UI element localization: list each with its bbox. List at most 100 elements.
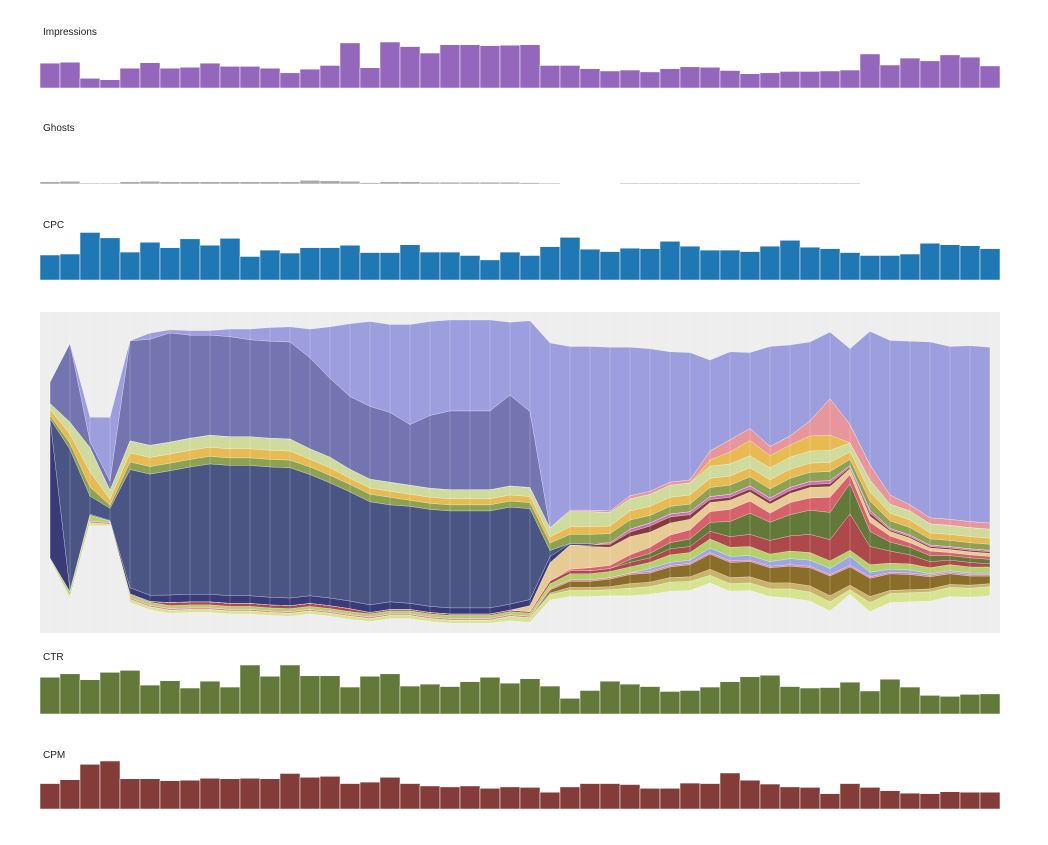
- bar: [179, 238, 201, 280]
- bar: [699, 67, 721, 88]
- bar: [199, 244, 221, 280]
- bar: [819, 687, 841, 714]
- bar: [879, 64, 901, 88]
- bar: [319, 65, 341, 88]
- bar: [579, 690, 601, 714]
- bar: [819, 248, 841, 280]
- bar: [299, 180, 321, 184]
- bar: [779, 71, 801, 88]
- bar: [199, 181, 221, 184]
- bar: [519, 255, 541, 280]
- bar: [639, 686, 661, 714]
- bar: [159, 780, 181, 809]
- bar: [799, 246, 821, 280]
- bar: [119, 251, 141, 280]
- cpc-chart: [40, 232, 1000, 280]
- bar: [219, 778, 241, 809]
- bar: [939, 54, 961, 88]
- bar: [279, 252, 301, 280]
- bar: [399, 244, 421, 280]
- bar: [979, 791, 1000, 809]
- bar: [839, 69, 861, 88]
- bar: [599, 680, 621, 714]
- bar: [959, 56, 981, 88]
- bar: [399, 46, 421, 88]
- bar: [759, 245, 781, 280]
- bar: [959, 791, 981, 809]
- bar: [759, 675, 781, 714]
- bar: [939, 244, 961, 280]
- bar: [759, 182, 781, 184]
- bar: [659, 788, 681, 809]
- bar: [439, 181, 461, 184]
- cpm-title: CPM: [43, 750, 66, 761]
- bar: [299, 247, 321, 280]
- bar: [559, 698, 581, 714]
- ghosts-panel: Ghosts: [40, 120, 1000, 184]
- bar: [779, 182, 801, 184]
- bar: [519, 787, 541, 809]
- bar: [199, 62, 221, 88]
- bar: [40, 677, 61, 714]
- bar: [119, 670, 141, 714]
- bar: [859, 53, 881, 88]
- bar: [599, 251, 621, 280]
- bar: [839, 182, 861, 184]
- bar: [799, 787, 821, 809]
- bar: [199, 680, 221, 714]
- bar: [759, 783, 781, 809]
- bar: [339, 244, 361, 280]
- bar: [99, 672, 121, 714]
- bar: [499, 44, 521, 88]
- bar: [559, 237, 581, 280]
- bar: [479, 677, 501, 714]
- vertical-guides: [49, 312, 991, 633]
- bar: [899, 57, 921, 88]
- bar: [939, 791, 961, 809]
- bar: [319, 180, 341, 184]
- bar: [899, 253, 921, 280]
- bar: [979, 65, 1000, 88]
- bar: [579, 783, 601, 809]
- bar: [179, 687, 201, 714]
- bar: [339, 180, 361, 184]
- bar: [439, 251, 461, 280]
- bar: [59, 180, 81, 184]
- bar: [239, 66, 261, 88]
- bar: [219, 181, 241, 184]
- bar: [739, 251, 761, 280]
- stream-layer-20: [49, 319, 991, 529]
- bar: [699, 783, 721, 809]
- bar: [279, 72, 301, 88]
- bar: [519, 182, 541, 184]
- bar: [919, 793, 941, 809]
- bar: [239, 778, 261, 809]
- bar: [539, 65, 561, 88]
- bar: [479, 181, 501, 184]
- bar: [779, 686, 801, 714]
- bar: [879, 255, 901, 280]
- bar: [619, 182, 641, 184]
- bar: [259, 67, 281, 88]
- bar: [359, 676, 381, 714]
- bar: [99, 79, 121, 88]
- bar: [659, 691, 681, 714]
- bar: [259, 778, 281, 809]
- bar: [40, 181, 61, 184]
- bar: [379, 252, 401, 280]
- bar: [59, 61, 81, 88]
- bar: [739, 73, 761, 88]
- bar: [719, 70, 741, 88]
- bar: [79, 78, 101, 88]
- bar: [939, 696, 961, 714]
- bar: [479, 259, 501, 280]
- bar: [259, 181, 281, 184]
- bar: [419, 683, 441, 714]
- bar: [819, 182, 841, 184]
- bar: [219, 686, 241, 714]
- bar: [979, 248, 1000, 280]
- bar: [40, 62, 61, 88]
- bar: [459, 44, 481, 88]
- bar: [259, 676, 281, 714]
- bar: [159, 680, 181, 714]
